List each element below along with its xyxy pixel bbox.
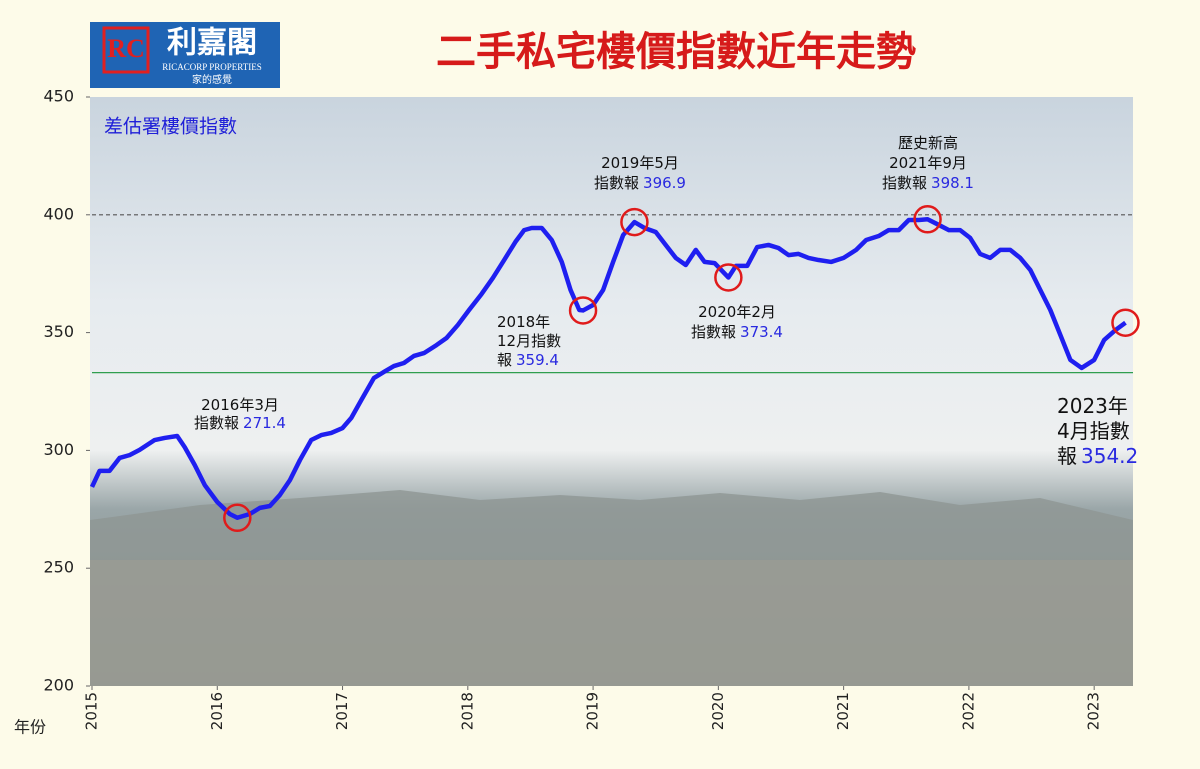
highlight-circle: [568, 296, 598, 325]
annotation: 2021年9月: [889, 154, 967, 172]
series-label: 差估署樓價指數: [104, 116, 237, 138]
value-label: 373.4: [740, 323, 783, 341]
x-axis-label: 年份: [14, 718, 46, 737]
annotation-text: 12月指數: [497, 332, 561, 350]
highlight-circle: [1111, 308, 1140, 337]
annotation: 指數報 271.4: [194, 414, 286, 432]
chart-title: 二手私宅樓價指數近年走勢: [436, 29, 916, 75]
annotation-text: 2020年2月: [698, 303, 776, 321]
x-tick-label: 2015: [83, 692, 101, 730]
y-tick-label: 200: [43, 676, 74, 695]
highlight-circle: [223, 503, 252, 533]
annotation: 4月指數: [1057, 419, 1130, 443]
logo: [90, 22, 280, 88]
x-tick-label: 2021: [834, 692, 852, 730]
annotation: 報 359.4: [497, 351, 559, 369]
annotation-text: 歷史新高: [898, 134, 958, 152]
annotation-text: 2023年: [1057, 394, 1128, 418]
x-tick-label: 2018: [458, 692, 476, 730]
y-tick-label: 450: [43, 87, 74, 106]
logo-mark-text: RC: [107, 34, 145, 63]
x-tick-label: 2017: [333, 692, 351, 730]
highlight-circle: [714, 263, 743, 292]
annotation-text: 指數報: [594, 174, 639, 192]
annotation-text: 指數報: [194, 414, 239, 432]
annotation-text: 指數報: [691, 323, 736, 341]
value-label: 396.9: [643, 174, 686, 192]
annotation: 報 354.2: [1057, 444, 1138, 468]
highlight-circle: [620, 207, 649, 237]
annotation-text: 2018年: [497, 313, 550, 331]
annotation: 2020年2月: [698, 303, 776, 321]
data-line: [89, 217, 1127, 521]
x-tick-label: 2022: [959, 692, 977, 730]
logo-english: RICACORP PROPERTIES: [162, 62, 261, 72]
value-label: 398.1: [931, 174, 974, 192]
highlight-circle: [913, 205, 942, 234]
x-tick-label: 2023: [1085, 692, 1103, 730]
y-tick-label: 400: [43, 204, 74, 223]
value-label: 359.4: [516, 351, 559, 369]
x-tick-label: 2019: [584, 692, 602, 730]
annotation-text: 2021年9月: [889, 154, 967, 172]
annotation: 2016年3月: [201, 396, 279, 414]
logo-mark: [102, 26, 150, 74]
annotation-text: 2016年3月: [201, 396, 279, 414]
x-tick-label: 2016: [208, 692, 226, 730]
annotation-text: 報: [497, 351, 512, 369]
annotation: 指數報 373.4: [691, 323, 783, 341]
value-label: 354.2: [1081, 444, 1138, 468]
annotation-text: 指數報: [882, 174, 927, 192]
annotation: 12月指數: [497, 332, 561, 350]
logo-slogan: 家的感覺: [192, 73, 232, 86]
annotation: 指數報 396.9: [594, 174, 686, 192]
city: [90, 560, 1133, 686]
y-tick-label: 250: [43, 558, 74, 577]
logo-name: 利嘉閣: [167, 26, 257, 61]
annotation: 2019年5月: [601, 154, 679, 172]
y-tick-label: 300: [43, 440, 74, 459]
value-label: 271.4: [243, 414, 286, 432]
annotation: 2023年: [1057, 394, 1128, 418]
x-tick-label: 2020: [709, 692, 727, 730]
annotation-text: 2019年5月: [601, 154, 679, 172]
annotation: 指數報 398.1: [882, 174, 974, 192]
annotation-text: 4月指數: [1057, 419, 1130, 443]
annotation-text: 報: [1057, 444, 1077, 468]
y-tick-label: 350: [43, 322, 74, 341]
annotation: 2018年: [497, 313, 550, 331]
annotation: 歷史新高: [898, 134, 958, 152]
